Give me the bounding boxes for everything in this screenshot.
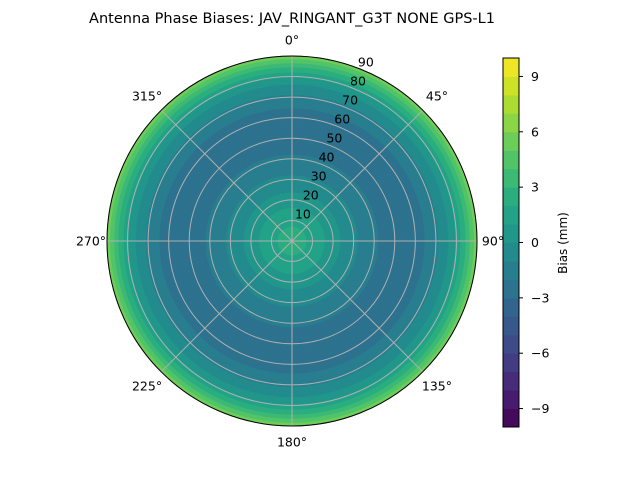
radial-tick-label: 50: [326, 131, 342, 146]
angular-tick-label: 90°: [482, 234, 504, 249]
colorbar-level: [503, 316, 519, 336]
colorbar-level: [503, 224, 519, 243]
radial-tick-labels: 10 20 30 40 50 60 70 80 90: [295, 55, 374, 222]
colorbar-level: [503, 113, 519, 133]
angular-gridline: [291, 240, 424, 373]
angular-tick-label: 225°: [132, 378, 162, 393]
angular-gridline: [160, 240, 293, 373]
colorbar-level: [503, 76, 519, 96]
colorbar-level: [503, 408, 519, 428]
colorbar-level: [503, 279, 519, 299]
polar-grid: [106, 55, 478, 427]
angular-tick-label: 270°: [76, 234, 106, 249]
colorbar-level: [503, 205, 519, 225]
colorbar-tick-label: 6: [531, 124, 539, 139]
angular-gridline: [291, 109, 424, 242]
colorbar-tick-label: 3: [531, 180, 539, 195]
angular-tick-label: 315°: [132, 89, 162, 104]
radial-tick-label: 20: [303, 188, 319, 203]
angular-tick-label: 180°: [277, 435, 307, 450]
colorbar-level: [503, 371, 519, 391]
colorbar-level: [503, 353, 519, 373]
radial-tick-label: 80: [350, 74, 366, 89]
angular-tick-label: 135°: [422, 378, 452, 393]
colorbar-tick-label: −3: [531, 290, 549, 305]
colorbar-tick-label: 9: [531, 69, 539, 84]
colorbar-level: [503, 334, 519, 354]
angular-tick-labels: 0° 45° 90° 135° 180° 225° 270° 315°: [76, 33, 504, 450]
radial-tick-label: 30: [311, 169, 327, 184]
angular-tick-label: 45°: [426, 89, 448, 104]
polar-frame: [106, 55, 478, 427]
colorbar-level: [503, 94, 519, 114]
colorbar-tick-label: −9: [531, 401, 549, 416]
colorbar-level: [503, 150, 519, 170]
colorbar-tick-label: 0: [531, 235, 539, 250]
radial-tick-label: 60: [334, 112, 350, 127]
colorbar-level: [503, 168, 519, 188]
radial-tick-label: 70: [342, 93, 358, 108]
colorbar-level: [503, 260, 519, 280]
radial-tick-label: 10: [295, 207, 311, 222]
radial-tick-label: 40: [319, 150, 335, 165]
chart-title: Antenna Phase Biases: JAV_RINGANT_G3T NO…: [89, 11, 495, 27]
colorbar-tick-label: −6: [531, 346, 549, 361]
colorbar-level: [503, 390, 519, 410]
colorbar-level: [503, 297, 519, 317]
colorbar-level: [503, 131, 519, 151]
colorbar-level: [503, 58, 519, 77]
radial-tick-label: 90: [358, 55, 374, 70]
colorbar-level: [503, 242, 519, 262]
colorbar: 9 6 3 0 −3 −6 −9: [502, 57, 549, 428]
colorbar-level: [503, 187, 519, 207]
angular-gridline: [160, 109, 293, 242]
colorbar-label: Bias (mm): [556, 212, 570, 274]
angular-tick-label: 0°: [285, 33, 299, 48]
